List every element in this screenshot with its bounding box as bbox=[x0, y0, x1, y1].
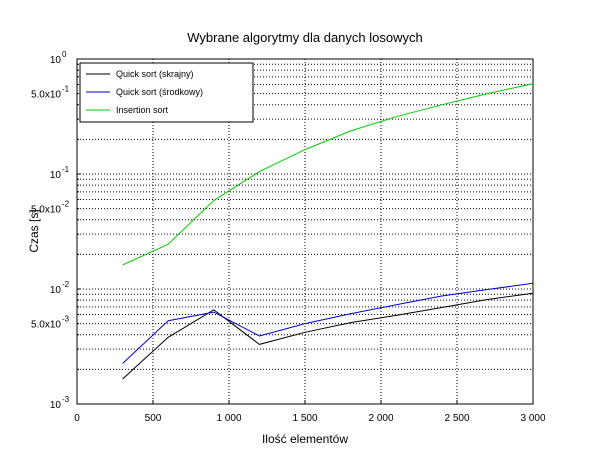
y-tick-label: 10 bbox=[50, 55, 62, 66]
x-tick-label: 0 bbox=[74, 413, 80, 424]
series bbox=[122, 83, 534, 380]
y-tick-label: 5.0x10 bbox=[31, 205, 61, 216]
series-line bbox=[122, 83, 534, 266]
legend-label: Insertion sort bbox=[116, 105, 169, 115]
y-tick-exponent: -2 bbox=[62, 280, 70, 289]
x-tick-label: 2 000 bbox=[368, 413, 393, 424]
y-tick-label: 10 bbox=[50, 285, 62, 296]
y-tick-label: 5.0x10 bbox=[31, 320, 61, 331]
y-tick-label: 10 bbox=[50, 400, 62, 411]
series-line bbox=[122, 292, 534, 380]
x-tick-label: 1 500 bbox=[292, 413, 317, 424]
y-tick-exponent: -1 bbox=[62, 165, 70, 174]
y-tick-exponent: -3 bbox=[62, 395, 70, 404]
x-tick-label: 500 bbox=[145, 413, 162, 424]
ticks: 0 500 1 000 1 500 2 000 2 500 3 00010-35.0x10-… bbox=[31, 50, 546, 424]
x-tick-label: 1 000 bbox=[216, 413, 241, 424]
x-tick-label: 2 500 bbox=[444, 413, 469, 424]
series-line bbox=[122, 282, 534, 364]
y-axis-label: Czas [s] bbox=[27, 209, 41, 252]
legend-label: Quick sort (skrajny) bbox=[116, 69, 194, 79]
chart-title: Wybrane algorytmy dla danych losowych bbox=[187, 30, 422, 45]
y-tick-exponent: -2 bbox=[62, 200, 70, 209]
y-tick-exponent: -3 bbox=[62, 315, 70, 324]
x-axis-label: Ilość elementów bbox=[262, 432, 348, 446]
y-tick-exponent: 0 bbox=[62, 50, 67, 59]
y-tick-label: 10 bbox=[50, 170, 62, 181]
y-tick-exponent: -1 bbox=[62, 85, 70, 94]
legend-label: Quick sort (środkowy) bbox=[116, 87, 203, 97]
legend: Quick sort (skrajny) Quick sort (środkowy… bbox=[79, 62, 254, 123]
x-tick-label: 3 000 bbox=[520, 413, 545, 424]
y-tick-label: 5.0x10 bbox=[31, 90, 61, 101]
